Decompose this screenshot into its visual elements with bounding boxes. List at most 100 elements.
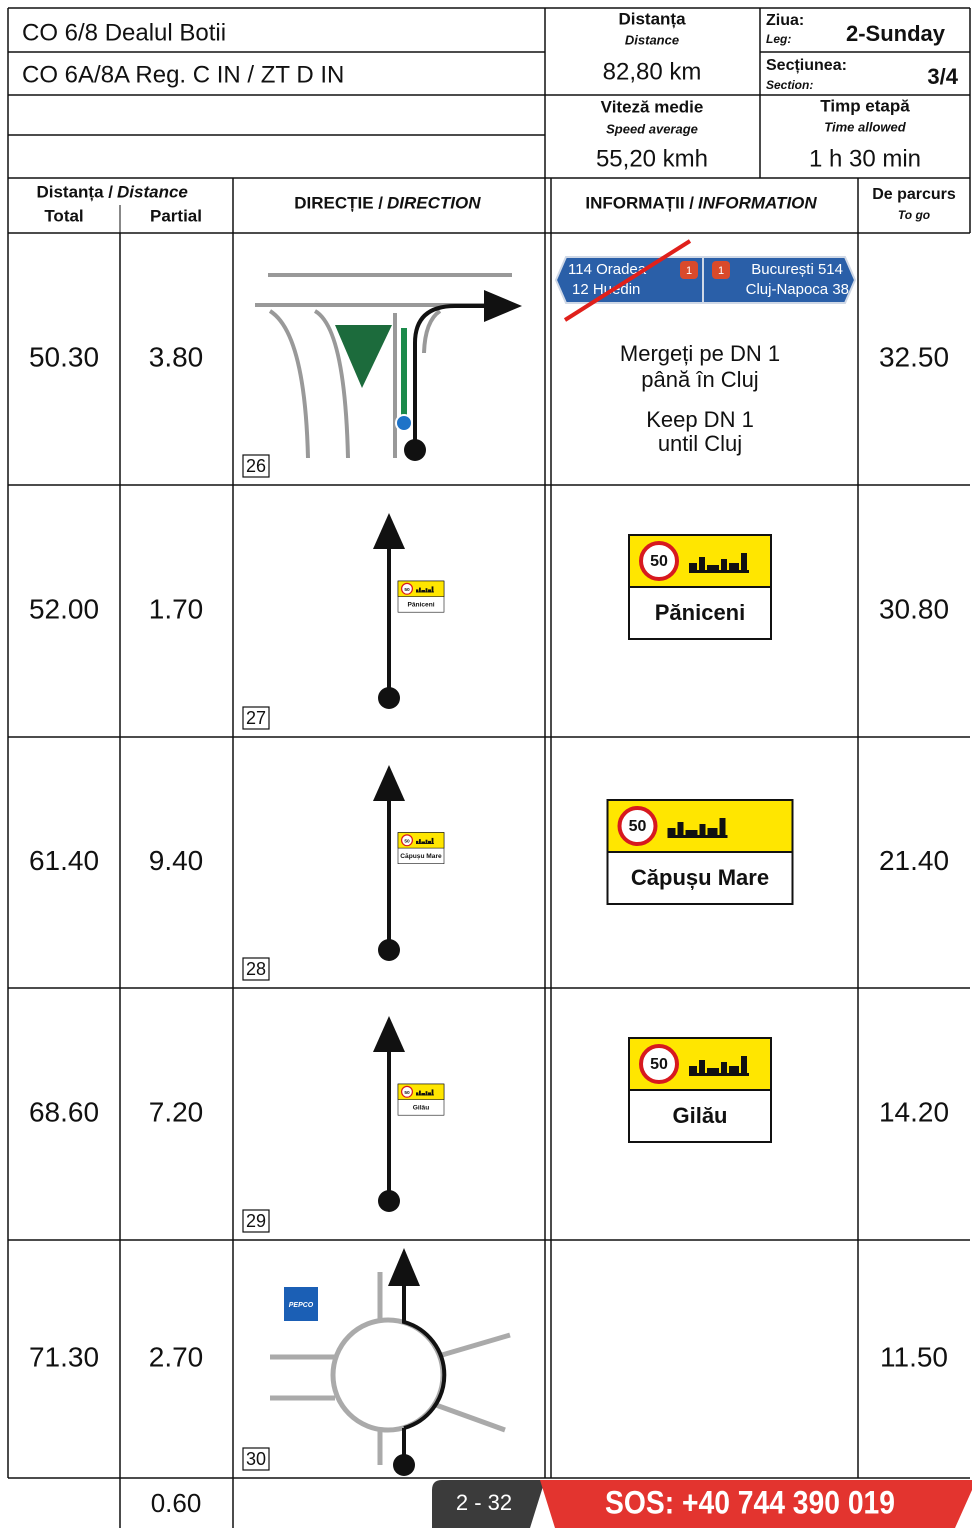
number-box [242, 1209, 270, 1233]
total-distance: 52.00 [29, 593, 99, 624]
leg-label: Ziua: [766, 12, 804, 29]
to-go-distance: 14.20 [879, 1096, 949, 1127]
sign-text: București 514 [751, 261, 843, 278]
route-arrowhead [484, 290, 522, 322]
town-silhouette [707, 1068, 719, 1076]
speed-sign: 50 Gilău [628, 1037, 772, 1143]
section-label: Secțiunea: [766, 57, 847, 74]
route-start [404, 439, 426, 461]
town-silhouette [416, 589, 419, 593]
speed-value: 50 [650, 553, 668, 570]
town-silhouette [428, 589, 431, 593]
route-arrowhead [373, 513, 405, 549]
distance-value: 82,80 km [603, 58, 702, 85]
town-silhouette [431, 1089, 434, 1096]
speed-sign: 50 Căpușu Mare [606, 799, 794, 905]
town-silhouette [741, 553, 747, 573]
col-partial: Partial [150, 206, 202, 225]
town-silhouette [421, 841, 425, 844]
town-silhouette [667, 828, 676, 838]
town-silhouette [689, 563, 697, 573]
distance-label-en: Distance [625, 32, 679, 47]
speed-sign: 50 Căpușu Mare [397, 832, 445, 865]
lane-mark [401, 328, 407, 423]
leg-label-en: Leg: [766, 32, 791, 46]
partial-distance: 7.20 [149, 1096, 204, 1127]
time-label-en: Time allowed [824, 119, 906, 134]
col-to-go-en: To go [898, 208, 930, 222]
town-silhouette [416, 1092, 419, 1096]
town-silhouette [428, 840, 431, 844]
town-base [416, 1094, 434, 1096]
col-direction-en: DIRECTION [387, 193, 481, 212]
sign-text: 114 Oradea [568, 261, 647, 278]
title: CO 6/8 Dealul Botii [22, 19, 226, 46]
speed-value: 50 [404, 587, 410, 593]
road [441, 1332, 511, 1358]
town-silhouette [689, 1066, 697, 1076]
info-text: până în Cluj [641, 367, 758, 392]
speed-sign: 50 Gilău [397, 1083, 445, 1116]
speed-ring [401, 1085, 414, 1098]
town-silhouette [685, 830, 698, 838]
place-name: Păniceni [655, 600, 745, 625]
to-go-distance: 11.50 [880, 1341, 948, 1372]
leg-value: 2-Sunday [846, 21, 946, 46]
partial-distance: 1.70 [149, 593, 204, 624]
town-silhouette [677, 822, 684, 838]
instruction-number: 28 [246, 959, 266, 979]
number-box [242, 454, 270, 478]
info-text: until Cluj [658, 431, 742, 456]
sign-text: Cluj-Napoca 38 [746, 281, 849, 298]
speed-value: 55,20 kmh [596, 145, 708, 172]
place-name: Păniceni [407, 601, 434, 608]
instruction-number: 30 [246, 1449, 266, 1469]
town-base [416, 591, 434, 593]
instruction-number: 26 [246, 456, 266, 476]
logo-box [284, 1287, 318, 1321]
total-distance: 68.60 [29, 1096, 99, 1127]
cross-out [563, 239, 692, 322]
instruction-number: 27 [246, 708, 266, 728]
total-distance: 71.30 [29, 1341, 99, 1372]
speed-sign: 50 Păniceni [397, 580, 445, 613]
town-silhouette [428, 1092, 431, 1096]
partial-distance: 2.70 [149, 1341, 204, 1372]
col-direction: DIRECȚIE / [294, 193, 383, 212]
road-shield [680, 261, 698, 279]
page-number: 2 - 32 [456, 1490, 512, 1515]
town-silhouette [719, 818, 726, 838]
shield-number: 1 [718, 265, 724, 277]
time-label: Timp etapă [820, 96, 910, 115]
town-silhouette [707, 565, 719, 573]
place-name: Căpușu Mare [400, 853, 442, 860]
total-distance: 61.40 [29, 845, 99, 876]
yield-triangle [335, 325, 392, 388]
speed-value: 50 [629, 818, 647, 835]
speed-ring [401, 834, 414, 847]
partial-distance: 9.40 [149, 845, 204, 876]
logo-text: PEPCO [289, 1302, 314, 1309]
route-start [393, 1454, 415, 1476]
town-base [416, 843, 434, 844]
route-arrowhead [388, 1248, 420, 1286]
town-silhouette [419, 839, 421, 844]
town-silhouette [699, 824, 706, 838]
place-name: Căpușu Mare [631, 865, 769, 890]
town-silhouette [425, 588, 428, 593]
partial-distance: 3.80 [149, 341, 204, 372]
speed-label-en: Speed average [606, 121, 698, 136]
final-partial: 0.60 [151, 1488, 202, 1518]
town-silhouette [699, 1060, 705, 1076]
town-silhouette [421, 590, 425, 593]
route-start [378, 1190, 400, 1212]
town-silhouette [425, 1091, 428, 1096]
speed-value: 50 [404, 1090, 410, 1096]
number-box [242, 1447, 270, 1471]
speed-label: Viteză medie [601, 97, 704, 116]
road [422, 309, 442, 354]
distance-label: Distanța [618, 9, 686, 28]
to-go-distance: 21.40 [879, 845, 949, 876]
